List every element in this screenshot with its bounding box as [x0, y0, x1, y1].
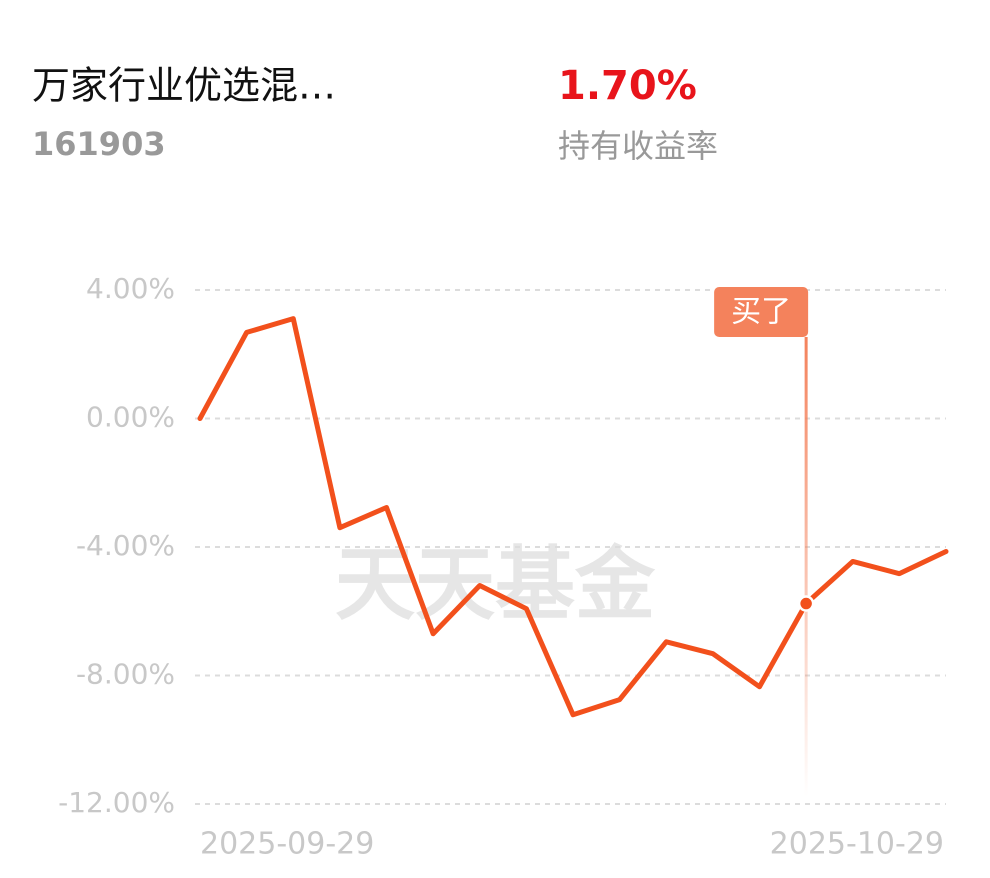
annotation-box: [714, 287, 809, 337]
y-tick-label: -12.00%: [58, 786, 175, 819]
x-tick-label: 2025-09-29: [200, 827, 374, 862]
x-tick-label: 2025-10-29: [770, 827, 944, 862]
y-tick-label: 0.00%: [86, 401, 175, 434]
series-line: [197, 316, 949, 718]
annotation-label: 买了: [731, 295, 791, 330]
y-tick-label: 4.00%: [86, 272, 175, 305]
buy-point: [797, 595, 815, 612]
y-tick-label: -4.00%: [76, 529, 175, 562]
watermark: 天天基金: [335, 538, 656, 631]
y-tick-label: -8.00%: [76, 658, 175, 691]
annotation-line: [804, 337, 808, 797]
return-label: 持有收益率: [558, 127, 718, 165]
fund-title: 万家行业优选混…: [32, 64, 336, 108]
return-value: 1.70%: [558, 63, 697, 109]
fund-code: 161903: [32, 125, 166, 163]
